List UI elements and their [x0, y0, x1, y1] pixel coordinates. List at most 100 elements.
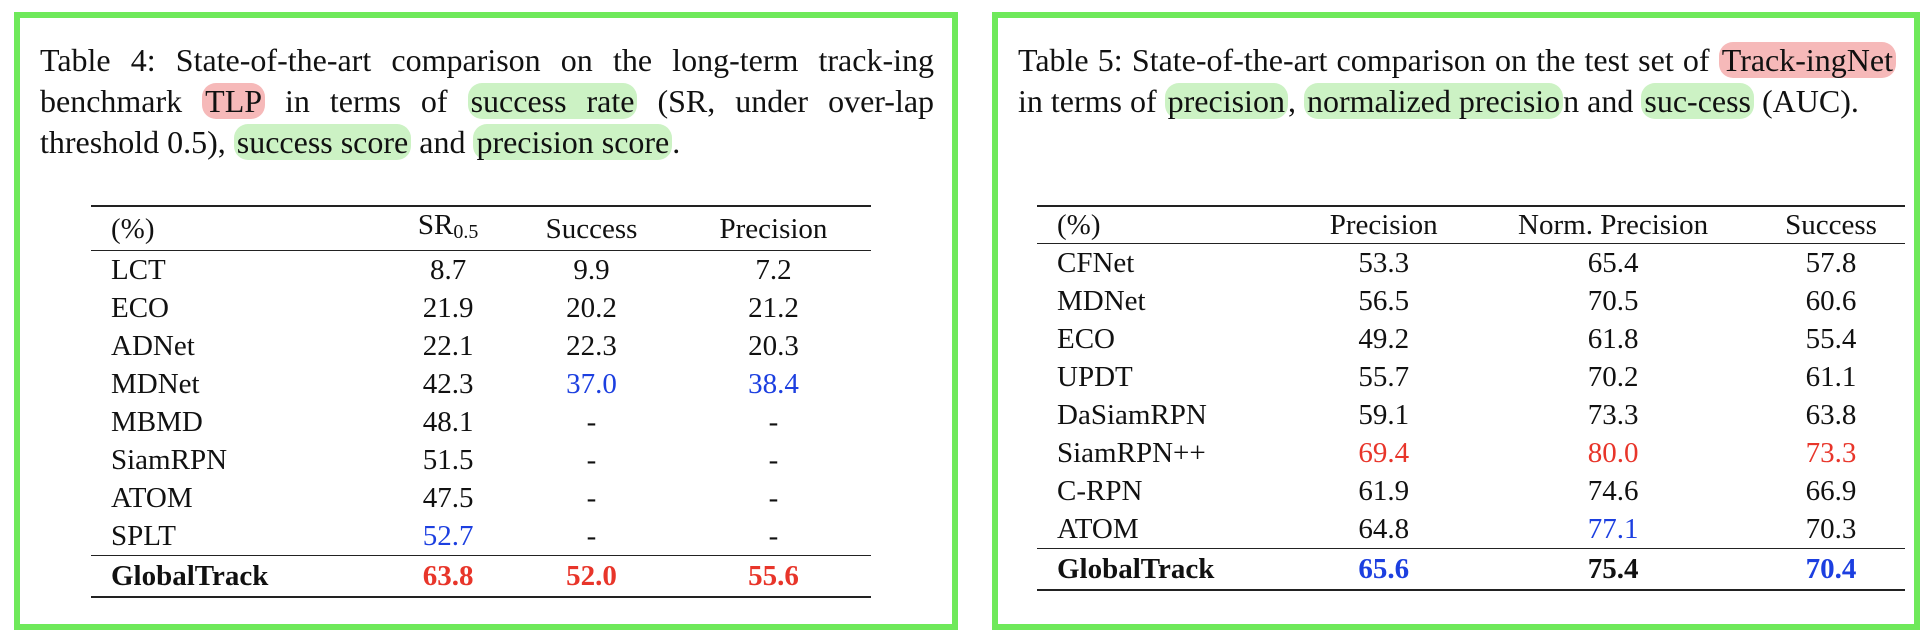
method-name: CFNet: [1057, 247, 1135, 279]
caption-highlight-tlp: TLP: [202, 83, 266, 119]
table4: (%) SR0.5 Success Precision LCT 8.7 9.9 7.2…: [91, 205, 871, 598]
table-cell: -: [768, 444, 779, 476]
table-cell: 70.3: [1805, 513, 1857, 545]
table-cell: 53.3: [1358, 247, 1410, 279]
table-cell: 55.4: [1805, 323, 1857, 355]
table-row: SPLT 52.7 - -: [91, 517, 871, 556]
column-header-text: SR: [417, 209, 454, 241]
table-cell: 48.1: [422, 406, 474, 438]
table4-panel: Table 4: State-of-the-art comparison on …: [14, 12, 958, 630]
method-name: SiamRPN: [111, 444, 228, 476]
caption-highlight-normalized-precision: normalized precisio: [1303, 83, 1564, 119]
column-header: (%): [1037, 206, 1299, 244]
caption-text: ,: [1287, 83, 1304, 119]
table-cell: -: [586, 444, 597, 476]
table-cell: 69.4: [1358, 437, 1410, 469]
method-name: SiamRPN++: [1057, 437, 1206, 469]
table-cell: 20.2: [566, 292, 617, 324]
method-name: GlobalTrack: [91, 555, 390, 597]
table5-panel: Table 5: State-of-the-art comparison on …: [992, 12, 1920, 630]
column-header-sr: SR0.5: [389, 206, 508, 251]
method-name: ECO: [111, 292, 169, 324]
table-cell: 75.4: [1469, 548, 1758, 590]
table-row: MDNet 56.5 70.5 60.6: [1037, 282, 1905, 320]
method-name: GlobalTrack: [1037, 548, 1299, 590]
table-cell: 65.4: [1587, 247, 1639, 279]
table-row: ATOM 47.5 - -: [91, 479, 871, 517]
table-cell: -: [586, 520, 597, 552]
table-cell: -: [768, 520, 779, 552]
method-name: C-RPN: [1057, 475, 1143, 507]
table-cell: 73.3: [1805, 437, 1857, 469]
caption-text: Table 5: State-of-the-art comparison on …: [1018, 42, 1719, 78]
table-cell: 57.8: [1805, 247, 1857, 279]
table-row: SiamRPN 51.5 - -: [91, 441, 871, 479]
table-cell: 73.3: [1587, 399, 1639, 431]
table-cell: -: [768, 406, 779, 438]
caption-text: and: [411, 124, 474, 160]
caption-text: n and: [1563, 83, 1642, 119]
caption-text: .: [672, 124, 681, 160]
table-cell: 55.6: [675, 555, 871, 597]
table5: (%) Precision Norm. Precision Success CF…: [1037, 205, 1905, 591]
caption-text: (SR, under over-lap threshold 0.5),: [40, 83, 935, 160]
table-cell: 7.2: [755, 254, 792, 286]
table-cell: 80.0: [1587, 437, 1639, 469]
table-cell: 65.6: [1298, 548, 1470, 590]
table-row: SiamRPN++ 69.4 80.0 73.3: [1037, 434, 1905, 472]
caption-highlight-precision: precision: [1164, 83, 1288, 119]
caption-text: (AUC).: [1754, 83, 1859, 119]
table-cell: 42.3: [422, 368, 474, 400]
table-row: CFNet 53.3 65.4 57.8: [1037, 244, 1905, 283]
table-cell: -: [768, 482, 779, 514]
table-row: GlobalTrack 65.6 75.4 70.4: [1037, 548, 1905, 590]
table-cell: 59.1: [1358, 399, 1410, 431]
table-cell: 52.7: [422, 520, 474, 552]
column-header: Success: [1757, 206, 1905, 244]
table-cell: 49.2: [1358, 323, 1410, 355]
caption-text: Table 4: State-of-the-art comparison on …: [40, 42, 934, 119]
column-header-subscript: 0.5: [453, 221, 479, 243]
table-cell: 22.3: [566, 330, 617, 362]
table-cell: 61.1: [1805, 361, 1857, 393]
caption-text: in terms of: [1018, 83, 1165, 119]
table-cell: 70.5: [1587, 285, 1639, 317]
method-name: ATOM: [1057, 513, 1139, 545]
table-cell: 9.9: [573, 254, 610, 286]
table-cell: 51.5: [422, 444, 474, 476]
method-name: MBMD: [111, 406, 203, 438]
caption-highlight-trackingnet: Track-ingNet: [1718, 42, 1896, 78]
table-cell: 37.0: [566, 368, 617, 400]
table-cell: 63.8: [389, 555, 508, 597]
table-cell: 74.6: [1587, 475, 1639, 507]
column-header: Norm. Precision: [1469, 206, 1758, 244]
table-row: ADNet 22.1 22.3 20.3: [91, 327, 871, 365]
table-cell: 61.9: [1358, 475, 1410, 507]
table-row: UPDT 55.7 70.2 61.1: [1037, 358, 1905, 396]
table-cell: -: [586, 482, 597, 514]
table-cell: 47.5: [422, 482, 474, 514]
table-row: LCT 8.7 9.9 7.2: [91, 251, 871, 290]
table-row: MDNet 42.3 37.0 38.4: [91, 365, 871, 403]
table-cell: 21.2: [748, 292, 799, 324]
table5-caption: Table 5: State-of-the-art comparison on …: [1018, 40, 1896, 122]
column-header: Precision: [675, 206, 871, 251]
table-cell: 60.6: [1805, 285, 1857, 317]
table-cell: -: [586, 406, 597, 438]
method-name: MDNet: [1057, 285, 1146, 317]
table-row: ECO 21.9 20.2 21.2: [91, 289, 871, 327]
method-name: ATOM: [111, 482, 193, 514]
method-name: DaSiamRPN: [1057, 399, 1207, 431]
method-name: LCT: [111, 254, 166, 286]
table-row: DaSiamRPN 59.1 73.3 63.8: [1037, 396, 1905, 434]
table-header-row: (%) SR0.5 Success Precision: [91, 206, 871, 251]
table-cell: 8.7: [430, 254, 467, 286]
method-name: UPDT: [1057, 361, 1133, 393]
table-cell: 70.2: [1587, 361, 1639, 393]
table-cell: 56.5: [1358, 285, 1410, 317]
table-cell: 66.9: [1805, 475, 1857, 507]
caption-highlight-success: suc-cess: [1641, 83, 1754, 119]
caption-highlight-precision-score: precision score: [473, 124, 673, 160]
table-row: C-RPN 61.9 74.6 66.9: [1037, 472, 1905, 510]
table-cell: 55.7: [1358, 361, 1410, 393]
